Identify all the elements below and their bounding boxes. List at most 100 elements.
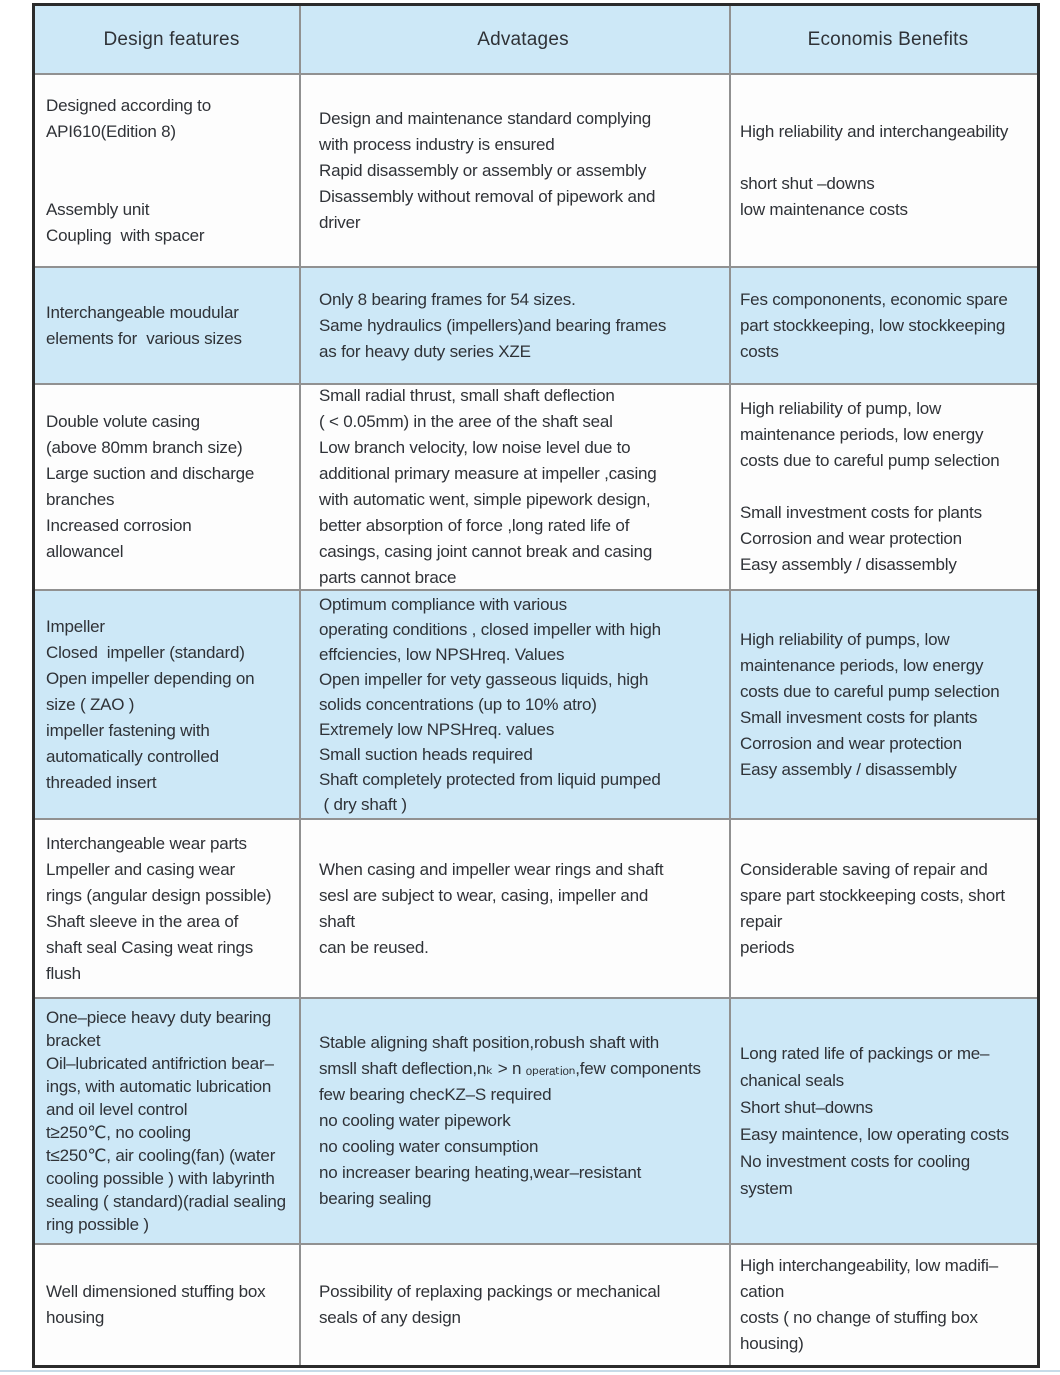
text-line: Coupling with spacer [46,225,205,245]
text-line: Extremely low NPSHreq. values [319,720,555,739]
features-cell: One–piece heavy duty bearing bracket Oil–l… [35,999,299,1243]
text-line: One–piece heavy duty bearing [46,1008,272,1027]
text-line: no cooling water consumption [319,1137,539,1156]
features-comparison-table: Design features Advatages Economis Benef… [32,3,1040,1368]
text-line [740,145,1036,171]
table-row: Interchangeable wear parts Lmpeller and c… [35,818,1037,997]
text-line: No investment costs for cooling [740,1152,971,1171]
text-line: Open impeller depending on [46,668,255,688]
text-line: costs due to careful pump selection [740,681,1000,701]
text-line: Lmpeller and casing wear [46,859,235,879]
text-line: High interchangeability, low madifi– [740,1256,999,1275]
features-cell: Well dimensioned stuffing box housing [35,1245,299,1365]
column-header-economic-benefits: Economis Benefits [729,6,1037,73]
text-line: housing [46,1308,105,1327]
text-line: ( < 0.05mm) in the aree of the shaft sea… [319,412,613,431]
benefits-cell: High reliability of pumps, low maintenanc… [729,591,1037,818]
advantages-cell: Only 8 bearing frames for 54 sizes. Same … [299,268,729,383]
text-line: and oil level control [46,1100,188,1119]
text-line: t≥250℃, no cooling [46,1123,191,1142]
advantages-cell: Design and maintenance standard complyin… [299,75,729,266]
text-line: Rapid disassembly or assembly or assembl… [319,160,647,180]
text-line: Assembly unit [46,199,150,219]
text-line: with process industry is ensured [319,134,555,154]
text-line: Well dimensioned stuffing box [46,1282,266,1301]
table-row: Double volute casing (above 80mm branch s… [35,383,1037,589]
text-line: smsll shaft deflection,nₖ > n ₒₚₑᵣₐₜᵢₒₙ,… [319,1059,701,1078]
text-line: shaft [319,911,355,931]
text-line: maintenance periods, low energy [740,425,984,444]
text-line: Oil–lubricated antifriction bear– [46,1054,274,1073]
text-line: Easy assembly / disassembly [740,759,957,779]
text-line: part stockkeeping, low stockkeeping [740,315,1006,335]
features-cell: Designed according to API610(Edition 8) As… [35,75,299,266]
text-line: cooling possible ) with labyrinth [46,1169,275,1188]
text-line: Same hydraulics (impellers)and bearing f… [319,315,667,335]
advantages-cell: Small radial thrust, small shaft deflect… [299,385,729,589]
benefits-cell: Considerable saving of repair and spare p… [729,820,1037,997]
text-line: better absorption of force ,long rated l… [319,516,630,535]
text-line [46,171,297,197]
text-line: Interchangeable moudular [46,302,239,322]
text-line: Corrosion and wear protection [740,733,962,753]
text-line: as for heavy duty series XZE [319,341,531,361]
table-body: Designed according to API610(Edition 8) As… [35,73,1037,1365]
text-line: API610(Edition 8) [46,121,176,141]
text-line: ring possible ) [46,1215,149,1234]
text-line: bracket [46,1031,101,1050]
text-line: Stable aligning shaft position,robush sh… [319,1033,660,1052]
text-line: Shaft sleeve in the area of [46,911,239,931]
text-line: system [740,1179,793,1198]
text-line: Small invesment costs for plants [740,707,978,727]
text-line: housing) [740,1334,804,1353]
text-line: no increaser bearing heating,wear–resist… [319,1163,642,1182]
features-cell: Impeller Closed impeller (standard) Open i… [35,591,299,818]
text-line: impeller fastening with [46,720,210,740]
text-line: Impeller [46,616,105,636]
text-line: threaded insert [46,772,157,792]
text-line: effciencies, low NPSHreq. Values [319,645,565,664]
text-line: periods [740,937,795,957]
text-line: Disassembly without removal of pipework … [319,186,656,206]
page-bottom-rule [0,1370,1060,1372]
text-line: solids concentrations (up to 10% atro) [319,695,597,714]
text-line: Small investment costs for plants [740,503,982,522]
text-line: flush [46,963,81,983]
text-line: Small suction heads required [319,745,533,764]
table-row: Well dimensioned stuffing box housing Poss… [35,1243,1037,1365]
text-line: Optimum compliance with various [319,595,567,614]
text-line: High reliability of pumps, low [740,629,950,649]
text-line: parts cannot brace [319,568,457,587]
text-line: Designed according to [46,95,211,115]
text-line: short shut –downs [740,173,875,193]
benefits-cell: High reliability of pump, low maintenance… [729,385,1037,589]
text-line: rings (angular design possible) [46,885,272,905]
text-line: size ( ZAO ) [46,694,135,714]
advantages-cell: Optimum compliance with various operating… [299,591,729,818]
text-line: spare part stockkeeping costs, short [740,885,1005,905]
text-line: Possibility of replaxing packings or mec… [319,1282,661,1301]
text-line: Large suction and discharge [46,464,255,483]
table-header-row: Design features Advatages Economis Benef… [35,6,1037,73]
column-header-advantages: Advatages [299,6,729,73]
text-line: t≤250℃, air cooling(fan) (water [46,1146,276,1165]
features-cell: Interchangeable wear parts Lmpeller and c… [35,820,299,997]
advantages-cell: Stable aligning shaft position,robush sh… [299,999,729,1243]
column-header-design-features: Design features [35,6,299,73]
text-line: casings, casing joint cannot break and c… [319,542,653,561]
text-line: additional primary measure at impeller ,… [319,464,657,483]
text-line: driver [319,212,361,232]
text-line: cation [740,1282,785,1301]
text-line: Double volute casing [46,412,200,431]
text-line: Fes compononents, economic spare [740,289,1008,309]
features-cell: Double volute casing (above 80mm branch s… [35,385,299,589]
text-line: When casing and impeller wear rings and … [319,859,664,879]
advantages-cell: When casing and impeller wear rings and … [299,820,729,997]
text-line: Open impeller for vety gasseous liquids,… [319,670,649,689]
text-line: Considerable saving of repair and [740,859,988,879]
text-line: elements for various sizes [46,328,242,348]
text-line: Small radial thrust, small shaft deflect… [319,386,615,405]
text-line: branches [46,490,115,509]
text-line: High reliability of pump, low [740,399,942,418]
text-line: Design and maintenance standard complyin… [319,108,652,128]
